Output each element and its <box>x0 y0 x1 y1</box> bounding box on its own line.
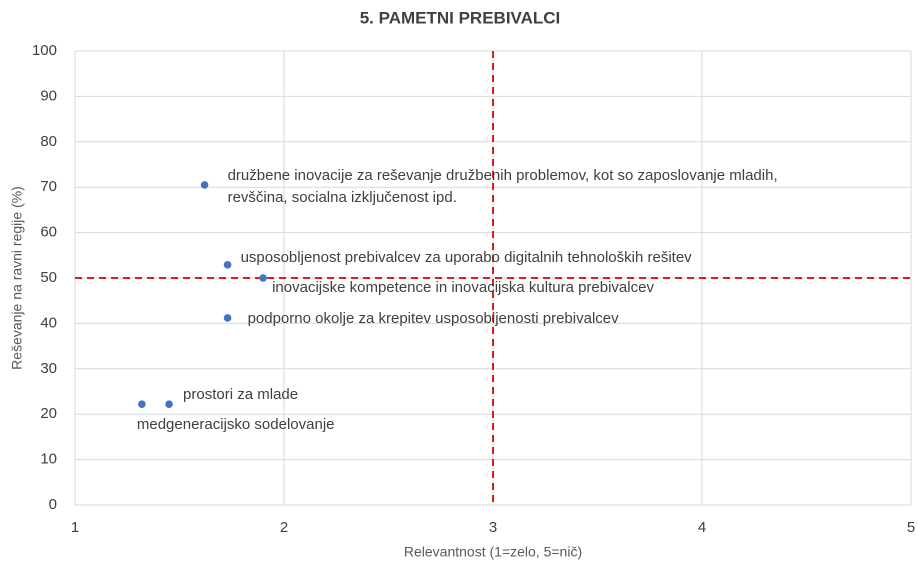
y-tick-label: 30 <box>40 360 57 377</box>
point <box>165 400 173 409</box>
point-label: medgeneracijsko sodelovanje <box>137 416 335 433</box>
x-tick-label: 3 <box>489 519 497 536</box>
point <box>138 400 146 409</box>
y-tick-label: 10 <box>40 451 57 468</box>
x-tick-label: 2 <box>280 519 288 536</box>
y-tick-label: 20 <box>40 405 57 422</box>
y-tick-label: 0 <box>49 496 57 513</box>
y-tick-label: 70 <box>40 178 57 195</box>
point-label: revščina, socialna izključenost ipd. <box>228 189 457 206</box>
y-axis-label: Reševanje na ravni regije (%) <box>9 186 25 370</box>
x-tick-label: 4 <box>698 519 706 536</box>
point-label: družbene inovacije za reševanje družbeni… <box>228 167 778 184</box>
x-tick-label: 1 <box>71 519 79 536</box>
x-tick-label: 5 <box>907 519 915 536</box>
point <box>200 181 209 189</box>
point <box>259 274 267 282</box>
y-tick-label: 90 <box>40 87 57 104</box>
y-tick-label: 40 <box>40 314 57 331</box>
point <box>223 261 232 269</box>
y-tick-label: 60 <box>40 224 57 241</box>
point-label: prostori za mlade <box>183 386 298 403</box>
point-label: inovacijske kompetence in inovacijska ku… <box>272 279 654 296</box>
point <box>223 314 232 322</box>
point-label: podporno okolje za krepitev usposobljeno… <box>248 310 620 327</box>
y-tick-label: 80 <box>40 133 57 150</box>
y-tick-label: 50 <box>40 269 57 286</box>
y-tick-label: 100 <box>32 42 57 59</box>
point-label: usposobljenost prebivalcev za uporabo di… <box>241 249 693 266</box>
x-axis-label: Relevantnost (1=zelo, 5=nič) <box>404 544 582 560</box>
chart-title: 5. PAMETNI PREBIVALCI <box>360 8 561 27</box>
